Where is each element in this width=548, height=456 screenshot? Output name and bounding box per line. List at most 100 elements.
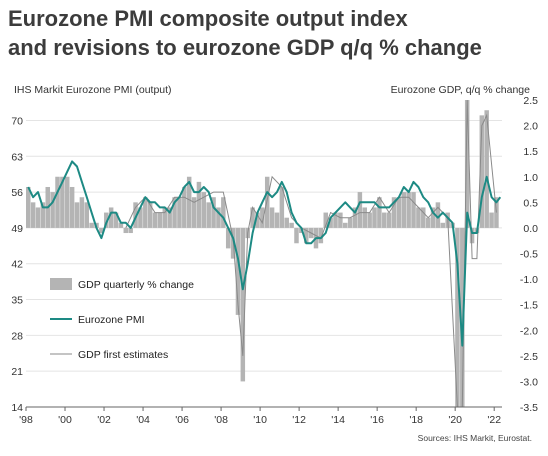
gdp-bar bbox=[182, 186, 187, 228]
gdp-bar bbox=[99, 227, 104, 234]
gdp-first-estimates-path bbox=[125, 99, 497, 408]
gdp-bar bbox=[289, 222, 294, 228]
gdp-bar bbox=[489, 212, 494, 228]
right-tick-label: -3.5 bbox=[520, 402, 538, 414]
right-tick-label: 1.0 bbox=[523, 172, 538, 184]
gdp-bar bbox=[128, 227, 133, 234]
x-tick-label: '12 bbox=[292, 414, 306, 426]
left-tick-label: 35 bbox=[11, 295, 23, 307]
gridlines bbox=[26, 119, 502, 372]
gdp-bar bbox=[221, 197, 226, 228]
gdp-bar bbox=[35, 207, 41, 228]
gdp-bar bbox=[235, 227, 241, 315]
gdp-bar bbox=[440, 222, 446, 228]
gdp-bar bbox=[318, 227, 324, 244]
legend-gdp-label: GDP quarterly % change bbox=[78, 279, 194, 291]
gdp-bar bbox=[108, 207, 114, 228]
gdp-bar bbox=[343, 222, 348, 228]
right-tick-label: 0.5 bbox=[523, 197, 538, 209]
gdp-bar bbox=[55, 176, 60, 228]
x-tick-label: '04 bbox=[136, 414, 150, 426]
gdp-bar bbox=[50, 192, 55, 228]
right-tick-label: 2.0 bbox=[523, 121, 538, 133]
gdp-bar bbox=[323, 212, 328, 228]
gdp-bar bbox=[411, 192, 416, 228]
left-tick-label: 14 bbox=[11, 402, 23, 414]
gdp-bar bbox=[352, 207, 358, 228]
gdp-bar bbox=[196, 181, 202, 228]
gdp-bar bbox=[264, 176, 270, 228]
gdp-bar bbox=[455, 227, 460, 407]
gdp-bar bbox=[225, 227, 231, 249]
gdp-bar bbox=[250, 207, 255, 228]
gdp-bar bbox=[421, 207, 426, 228]
x-tick-label: '06 bbox=[175, 414, 189, 426]
legend-first-label: GDP first estimates bbox=[78, 349, 168, 361]
x-tick-label: '98 bbox=[19, 414, 33, 426]
gdp-first-estimates-line bbox=[125, 99, 497, 408]
axes: 14 21 28 35 42 49 56 63 70 -3.5 -3.0 -2.5 -2.0 -1.5 -1… bbox=[11, 95, 538, 426]
right-tick-label: 2.5 bbox=[523, 95, 538, 107]
chart-title-line-1: Eurozone PMI composite output index bbox=[8, 6, 408, 31]
gdp-bar bbox=[216, 207, 221, 228]
gdp-bar bbox=[284, 217, 289, 228]
right-tick-label: -0.5 bbox=[520, 249, 538, 261]
gdp-bar bbox=[177, 197, 182, 228]
x-tick-label: '02 bbox=[97, 414, 111, 426]
gdp-bar bbox=[104, 212, 109, 228]
gdp-bar bbox=[416, 207, 421, 228]
left-tick-label: 42 bbox=[11, 259, 23, 271]
left-tick-label: 63 bbox=[11, 151, 23, 163]
right-tick-label: -2.5 bbox=[520, 351, 538, 363]
gdp-bar bbox=[274, 212, 280, 228]
gdp-bar bbox=[172, 197, 177, 228]
gdp-bar bbox=[79, 197, 85, 228]
gdp-bar bbox=[391, 197, 397, 228]
gdp-bar bbox=[133, 202, 138, 228]
gdp-bar bbox=[206, 202, 211, 228]
gdp-bar bbox=[260, 207, 265, 228]
left-tick-label: 56 bbox=[11, 187, 23, 199]
gdp-bar bbox=[357, 192, 363, 228]
gdp-bar bbox=[479, 115, 485, 228]
x-tick-label: '10 bbox=[253, 414, 267, 426]
gdp-bar bbox=[255, 212, 260, 228]
chart-title-line-2: and revisions to eurozone GDP q/q % chan… bbox=[8, 35, 482, 60]
gdp-bar bbox=[26, 186, 31, 228]
gdp-bar bbox=[401, 192, 407, 228]
left-axis-label: IHS Markit Eurozone PMI (output) bbox=[14, 84, 172, 96]
right-tick-label: 1.5 bbox=[523, 146, 538, 158]
gdp-bar bbox=[333, 212, 338, 228]
gdp-bar bbox=[69, 186, 75, 228]
gdp-bar bbox=[294, 227, 299, 244]
gdp-bar bbox=[167, 207, 172, 228]
x-tick-label: '00 bbox=[58, 414, 72, 426]
source-note: Sources: IHS Markit, Eurostat. bbox=[418, 433, 532, 443]
right-axis-label: Eurozone GDP, q/q % change bbox=[391, 84, 530, 96]
chart-title: Eurozone PMI composite output index and … bbox=[8, 4, 543, 62]
gdp-bar bbox=[89, 222, 94, 228]
x-tick-label: '20 bbox=[448, 414, 462, 426]
gdp-bar bbox=[396, 197, 402, 228]
gdp-bar bbox=[382, 212, 387, 228]
gdp-bar bbox=[152, 212, 158, 228]
gdp-bar bbox=[84, 202, 90, 228]
gdp-bar bbox=[191, 197, 197, 228]
legend-pmi-label: Eurozone PMI bbox=[78, 314, 145, 326]
right-tick-label: -1.0 bbox=[520, 274, 538, 286]
gdp-bar bbox=[186, 176, 192, 228]
gdp-bar bbox=[138, 207, 143, 228]
gdp-bar bbox=[347, 217, 353, 228]
gdp-bar bbox=[377, 197, 382, 228]
gdp-bar bbox=[469, 227, 475, 244]
gdp-bar bbox=[386, 212, 392, 228]
gdp-bar bbox=[484, 110, 489, 228]
gdp-bar bbox=[143, 197, 148, 228]
right-tick-label: 0.0 bbox=[523, 223, 538, 235]
gdp-bar bbox=[60, 176, 65, 228]
gdp-bar bbox=[279, 186, 285, 228]
gdp-bar bbox=[464, 100, 470, 228]
gdp-bar bbox=[113, 212, 119, 228]
